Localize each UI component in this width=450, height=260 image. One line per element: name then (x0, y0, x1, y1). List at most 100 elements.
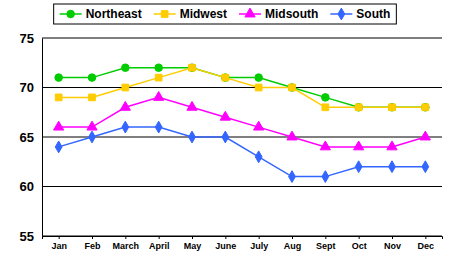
series-point (189, 131, 196, 143)
series-point (54, 121, 64, 130)
x-tick-label: May (184, 241, 202, 251)
series-point (189, 64, 196, 71)
series-point (155, 64, 163, 72)
series-point (387, 141, 397, 150)
x-tick-mark (325, 236, 326, 239)
x-tick-label: Aug (284, 241, 302, 251)
series-group (54, 64, 431, 183)
series-point (355, 161, 362, 173)
series-point (420, 131, 430, 140)
series-point (188, 64, 196, 72)
series-point (155, 74, 162, 81)
x-tick-label: Oct (352, 241, 367, 251)
series-point (55, 141, 62, 153)
x-tick-mark (125, 236, 126, 239)
series-point (122, 121, 129, 133)
series-point (254, 121, 264, 130)
y-tick: 65 (20, 130, 42, 145)
x-tick: Nov (384, 236, 401, 251)
grid-line (42, 137, 442, 138)
x-tick: March (113, 236, 140, 251)
series (55, 121, 428, 182)
x-tick-label: Feb (84, 241, 101, 251)
legend-label: Midsouth (265, 7, 318, 21)
series-point (322, 104, 329, 111)
y-tick: 75 (20, 31, 42, 46)
y-tick: 70 (20, 80, 42, 95)
series-point (320, 141, 330, 150)
series-point (389, 161, 396, 173)
x-tick-label: July (250, 241, 268, 251)
x-tick: July (250, 236, 268, 251)
series-point (287, 131, 297, 140)
series-point (355, 104, 363, 112)
grid (42, 38, 442, 236)
plot: 5560657075JanFebMarchAprilMayJuneJulyAug… (20, 31, 443, 252)
x-tick-label: April (149, 241, 170, 251)
x-axis-line (43, 237, 443, 240)
legend-box (54, 4, 397, 24)
x-tick-mark (392, 236, 393, 239)
x-tick-mark (359, 236, 360, 239)
legend-item: South (330, 7, 390, 21)
series-point (355, 104, 362, 111)
x-tick-mark (425, 236, 426, 239)
series-point (87, 121, 97, 130)
legend-label: Northeast (86, 7, 142, 21)
series-point (222, 74, 230, 82)
x-tick-label: June (215, 241, 236, 251)
x-tick: Sept (316, 236, 336, 251)
series-point (120, 101, 130, 110)
x-axis: Jan Feb March April May June July Aug Sept Oct Nov… (43, 236, 443, 251)
series-point (289, 171, 296, 183)
x-tick-label: Nov (384, 241, 401, 251)
series (55, 64, 429, 111)
series-point (155, 121, 162, 133)
series-point (55, 94, 62, 101)
series-point (222, 74, 229, 81)
y-axis-line (42, 39, 43, 237)
series-point (255, 151, 262, 163)
legend-item: Midwest (154, 7, 227, 21)
series-point (55, 74, 63, 82)
x-tick-label: Sept (316, 241, 336, 251)
series-point (289, 84, 296, 91)
x-tick: April (149, 236, 170, 251)
series-point (89, 94, 96, 101)
series-point (154, 92, 164, 101)
series-point (322, 171, 329, 183)
x-tick: June (215, 236, 236, 251)
x-tick: Dec (418, 236, 435, 251)
grid-line (42, 38, 442, 39)
x-tick-mark (59, 236, 60, 239)
series-point (88, 74, 96, 82)
series-line (59, 68, 426, 108)
legend-marker (161, 11, 168, 18)
x-tick-label: Dec (418, 241, 435, 251)
legend-item: Midsouth (239, 7, 318, 21)
series-line (59, 127, 426, 177)
series-point (422, 104, 430, 112)
legend-marker (338, 8, 345, 20)
x-tick-label: Jan (51, 241, 67, 251)
y-axis: 5560657075 (20, 31, 43, 244)
x-tick: Jan (51, 236, 67, 251)
series-point (422, 161, 429, 173)
y-tick-label: 75 (20, 31, 34, 46)
series-point (220, 111, 230, 120)
x-tick: Oct (352, 236, 367, 251)
series-point (422, 104, 429, 111)
series-point (89, 131, 96, 143)
y-tick-label: 60 (20, 179, 34, 194)
y-tick-label: 65 (20, 130, 34, 145)
series-point (389, 104, 396, 111)
grid-line (42, 186, 442, 187)
x-tick: Aug (284, 236, 302, 251)
x-tick-mark (92, 236, 93, 239)
legend-label: South (356, 7, 390, 21)
series-point (255, 84, 262, 91)
x-tick-mark (192, 236, 193, 239)
series-point (288, 84, 296, 92)
x-tick: Feb (84, 236, 101, 251)
series-point (122, 84, 129, 91)
